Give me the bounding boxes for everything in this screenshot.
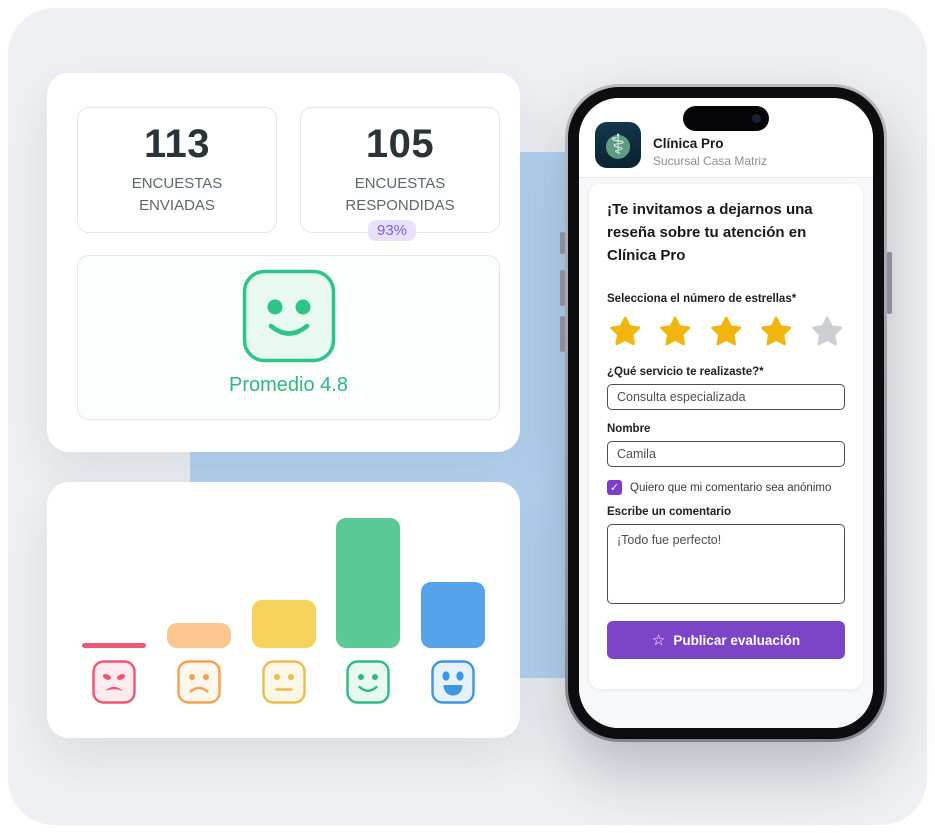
chart-column-regular: [251, 518, 316, 704]
face-angry-icon: [92, 660, 136, 704]
stats-card: 113 ENCUESTAS ENVIADAS 105 ENCUESTAS RES…: [47, 73, 520, 452]
responded-count: 105: [365, 122, 435, 166]
mute-switch: [560, 232, 565, 254]
app-body: ¡Te invitamos a dejarnos una reseña sobr…: [579, 178, 873, 728]
stars-row[interactable]: [607, 313, 845, 349]
responded-label: ENCUESTAS RESPONDIDAS: [345, 175, 455, 214]
ratings-bar-chart: [82, 518, 485, 704]
volume-down-button: [560, 316, 565, 352]
dynamic-island: [683, 106, 769, 131]
face-grin-icon: [431, 660, 475, 704]
caduceus-icon: ⚕: [595, 122, 641, 168]
publish-review-button[interactable]: ☆ Publicar evaluación: [607, 621, 845, 659]
star-filled-icon[interactable]: [708, 313, 744, 349]
app-subtitle: Sucursal Casa Matriz: [653, 154, 768, 168]
review-form: ¡Te invitamos a dejarnos una reseña sobr…: [589, 184, 863, 689]
volume-up-button: [560, 270, 565, 306]
bar-grin: [421, 582, 485, 648]
app-name: Clínica Pro: [653, 136, 724, 151]
response-rate-badge: 93%: [368, 220, 417, 241]
name-label: Nombre: [607, 423, 651, 435]
form-title: ¡Te invitamos a dejarnos una reseña sobr…: [607, 201, 813, 264]
smiley-face-icon: [242, 269, 335, 363]
star-outline-icon: ☆: [651, 632, 666, 649]
star-filled-icon[interactable]: [657, 313, 693, 349]
chart-column-excelente: [421, 518, 485, 704]
bar-frown: [166, 623, 231, 648]
stars-label: Selecciona el número de estrellas*: [607, 293, 797, 305]
anonymous-label: Quiero que mi comentario sea anónimo: [630, 481, 832, 494]
camera-icon: [752, 114, 761, 123]
face-neutral-icon: [261, 660, 306, 704]
chart-column-bueno: [336, 518, 401, 704]
anonymous-row: ✓ Quiero que mi comentario sea anónimo: [607, 480, 845, 495]
power-button: [887, 252, 892, 314]
comment-textarea[interactable]: ¡Todo fue perfecto!: [607, 524, 845, 604]
service-select[interactable]: Consulta especializada: [607, 384, 845, 410]
average-score-label: Promedio 4.8: [229, 374, 348, 396]
chart-column-malo: [166, 518, 231, 704]
sent-label: ENCUESTAS ENVIADAS: [131, 175, 223, 214]
stat-surveys-sent: 113 ENCUESTAS ENVIADAS: [77, 107, 277, 233]
sent-count: 113: [143, 122, 211, 166]
face-frown-icon: [177, 660, 221, 704]
phone-mockup: ⚕ Clínica Pro Sucursal Casa Matriz ¡Te i…: [560, 84, 892, 742]
star-filled-icon[interactable]: [607, 313, 643, 349]
average-score-box: Promedio 4.8: [77, 255, 500, 420]
bar-smile: [336, 518, 401, 648]
star-empty-icon[interactable]: [809, 313, 845, 349]
ratings-chart-card: [47, 482, 520, 738]
phone-screen: ⚕ Clínica Pro Sucursal Casa Matriz ¡Te i…: [579, 98, 873, 728]
face-smile-icon: [346, 660, 390, 704]
anonymous-checkbox[interactable]: ✓: [607, 480, 622, 495]
publish-review-label: Publicar evaluación: [673, 632, 801, 648]
stat-surveys-responded: 105 ENCUESTAS RESPONDIDAS: [300, 107, 500, 233]
star-filled-icon[interactable]: [758, 313, 794, 349]
app-header: ⚕ Clínica Pro Sucursal Casa Matriz: [579, 98, 873, 178]
comment-label: Escribe un comentario: [607, 506, 731, 518]
chart-column-muy-malo: [82, 518, 146, 704]
phone-bezel: ⚕ Clínica Pro Sucursal Casa Matriz ¡Te i…: [568, 87, 884, 739]
service-label: ¿Qué servicio te realizaste?*: [607, 366, 764, 378]
bar-angry: [82, 643, 146, 648]
bar-neutral: [251, 600, 316, 648]
name-input[interactable]: [607, 441, 845, 467]
app-header-text: Clínica Pro Sucursal Casa Matriz: [653, 136, 767, 168]
